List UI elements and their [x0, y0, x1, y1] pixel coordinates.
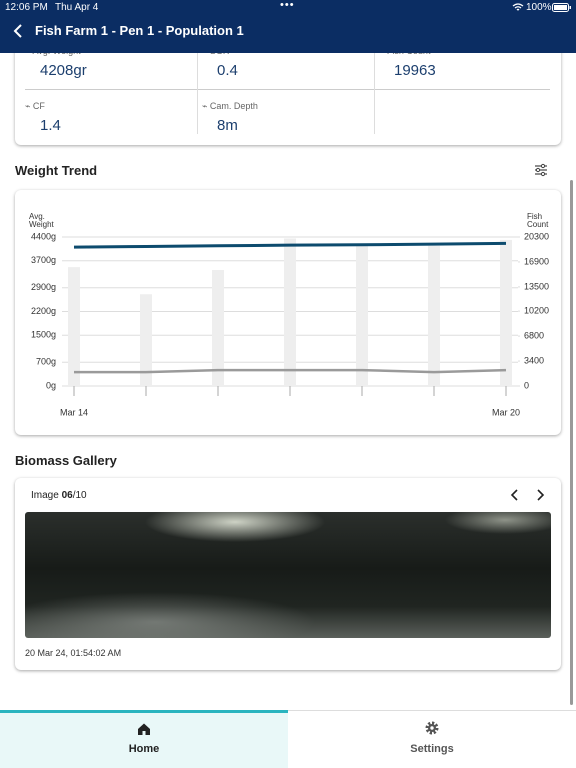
metric-label: ⌁ CF: [25, 101, 45, 111]
status-bar: 12:06 PM Thu Apr 4 ••• 100%: [0, 0, 576, 15]
bar: [356, 245, 368, 386]
image-label: Image: [31, 490, 59, 501]
battery-text: 100%: [526, 2, 552, 13]
y-tick-label: 700g: [36, 357, 56, 367]
x-tick-label: Mar 20: [492, 407, 520, 417]
metric-value: 1.4: [40, 117, 61, 134]
home-icon: [138, 723, 150, 735]
line: [74, 368, 507, 374]
metric-value: 0.4: [217, 62, 238, 79]
metric-value: 4208gr: [40, 62, 87, 79]
image-index: 06: [61, 490, 73, 501]
bar: [284, 238, 296, 386]
y2-tick-label: 10200: [524, 306, 549, 316]
settings-icon: [425, 721, 439, 735]
nav-header: Fish Farm 1 - Pen 1 - Population 1: [0, 15, 576, 53]
home-tab[interactable]: Home: [0, 710, 288, 768]
y-tick-label: 2200g: [31, 306, 56, 316]
y2-axis-title: Fish Count: [527, 212, 549, 229]
y-tick-label: 4400g: [31, 231, 56, 241]
dots: •••: [280, 0, 295, 11]
bar: [140, 294, 152, 386]
image-timestamp: 20 Mar 24, 01:54:02 AM: [25, 648, 122, 658]
y-tick-label: 0g: [46, 380, 56, 390]
date: Thu Apr 4: [55, 2, 99, 13]
y-tick-label: 2900g: [31, 282, 56, 292]
y2-tick-label: 3400: [524, 355, 544, 365]
y2-tick-label: 6800: [524, 330, 544, 340]
y2-tick-label: 13500: [524, 281, 549, 291]
metric-value: 19963: [394, 62, 436, 79]
tab-label: Settings: [410, 743, 454, 755]
filter-button[interactable]: [533, 162, 549, 178]
scrollbar: [570, 180, 573, 705]
chart: 0g 700g 1500g 2200g 2900g 3700g 4400g 0 3400 6800…: [31, 231, 549, 417]
y2-tick-label: 16900: [524, 256, 549, 266]
metric-label-text: CF: [32, 101, 45, 111]
gallery-card: Image 06/10 20 Mar 24, 01:54:02 AM: [15, 478, 561, 670]
y-tick-label: 3700g: [31, 255, 56, 265]
page-title: Fish Farm 1 - Pen 1 - Population 1: [35, 23, 244, 38]
next-image-button[interactable]: [534, 488, 546, 502]
tab-label: Home: [128, 743, 160, 755]
prev-image-button[interactable]: [509, 488, 521, 502]
battery-icon: [552, 3, 571, 12]
x-tick-label: Mar 14: [60, 407, 88, 417]
metric-value: 8m: [217, 117, 238, 134]
y-axis-title: Avg. Weight: [29, 212, 54, 229]
bar: [428, 245, 440, 386]
y-tick-label: 1500g: [31, 330, 56, 340]
section-title: Biomass Gallery: [15, 453, 117, 468]
image-total: /10: [72, 490, 87, 501]
back-button[interactable]: [12, 23, 24, 39]
bar: [68, 267, 80, 386]
bar: [500, 239, 512, 386]
divider: [197, 30, 198, 134]
divider: [25, 89, 550, 90]
section-title: Weight Trend: [15, 163, 98, 178]
gallery-image[interactable]: [25, 512, 551, 638]
settings-tab[interactable]: Settings: [288, 710, 576, 768]
bar: [212, 270, 224, 386]
y2-tick-label: 0: [524, 380, 529, 390]
line: [73, 241, 507, 249]
divider: [374, 30, 375, 134]
time: 12:06 PM: [5, 2, 48, 13]
metric-label: ⌁ Cam. Depth: [202, 101, 258, 111]
metric-label-text: Cam. Depth: [209, 101, 258, 111]
y2-tick-label: 20300: [524, 231, 549, 241]
wifi-icon: [512, 3, 524, 11]
image-counter: Image 06/10: [31, 490, 87, 501]
